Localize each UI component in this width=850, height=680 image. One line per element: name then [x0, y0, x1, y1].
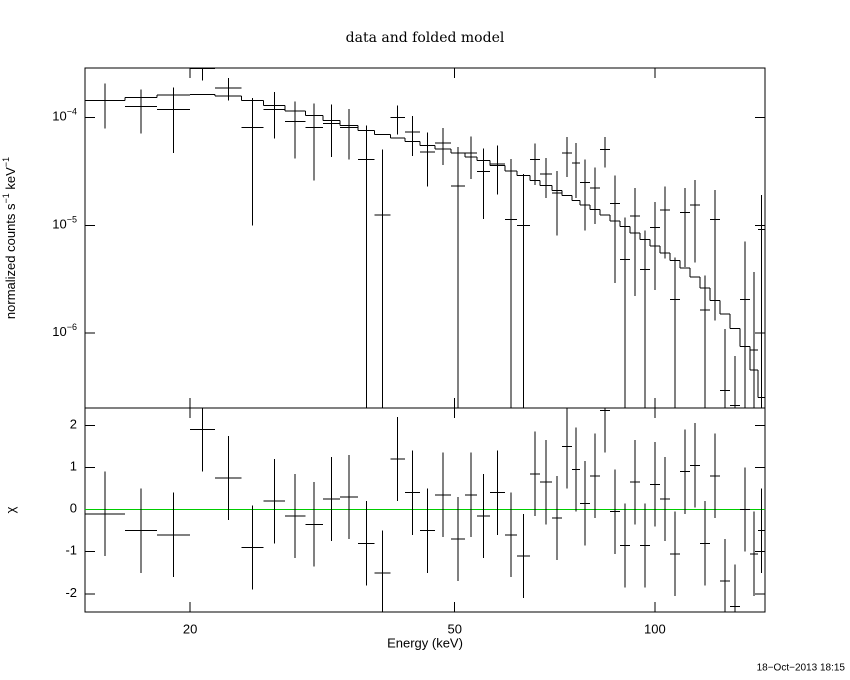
x-axis-label: Energy (keV)	[387, 635, 463, 650]
y-tick-label: -2	[65, 585, 77, 600]
y-tick-label: 2	[70, 417, 77, 432]
x-tick-label: 50	[447, 621, 461, 636]
timestamp: 18−Oct−2013 18:15	[757, 663, 846, 674]
y-tick-label: 10−4	[52, 107, 77, 124]
x-tick-label: 20	[183, 621, 197, 636]
y-axis-label: χ	[3, 506, 18, 513]
y-tick-label: -1	[65, 543, 77, 558]
y-axis-label: normalized counts s−1 keV−1	[1, 157, 18, 319]
y-tick-label: 10−6	[52, 322, 77, 339]
y-tick-label: 10−5	[52, 215, 77, 232]
x-tick-label: 100	[644, 621, 666, 636]
y-tick-label: 0	[70, 501, 77, 516]
chart-title: data and folded model	[346, 30, 505, 46]
y-tick-label: 1	[70, 459, 77, 474]
